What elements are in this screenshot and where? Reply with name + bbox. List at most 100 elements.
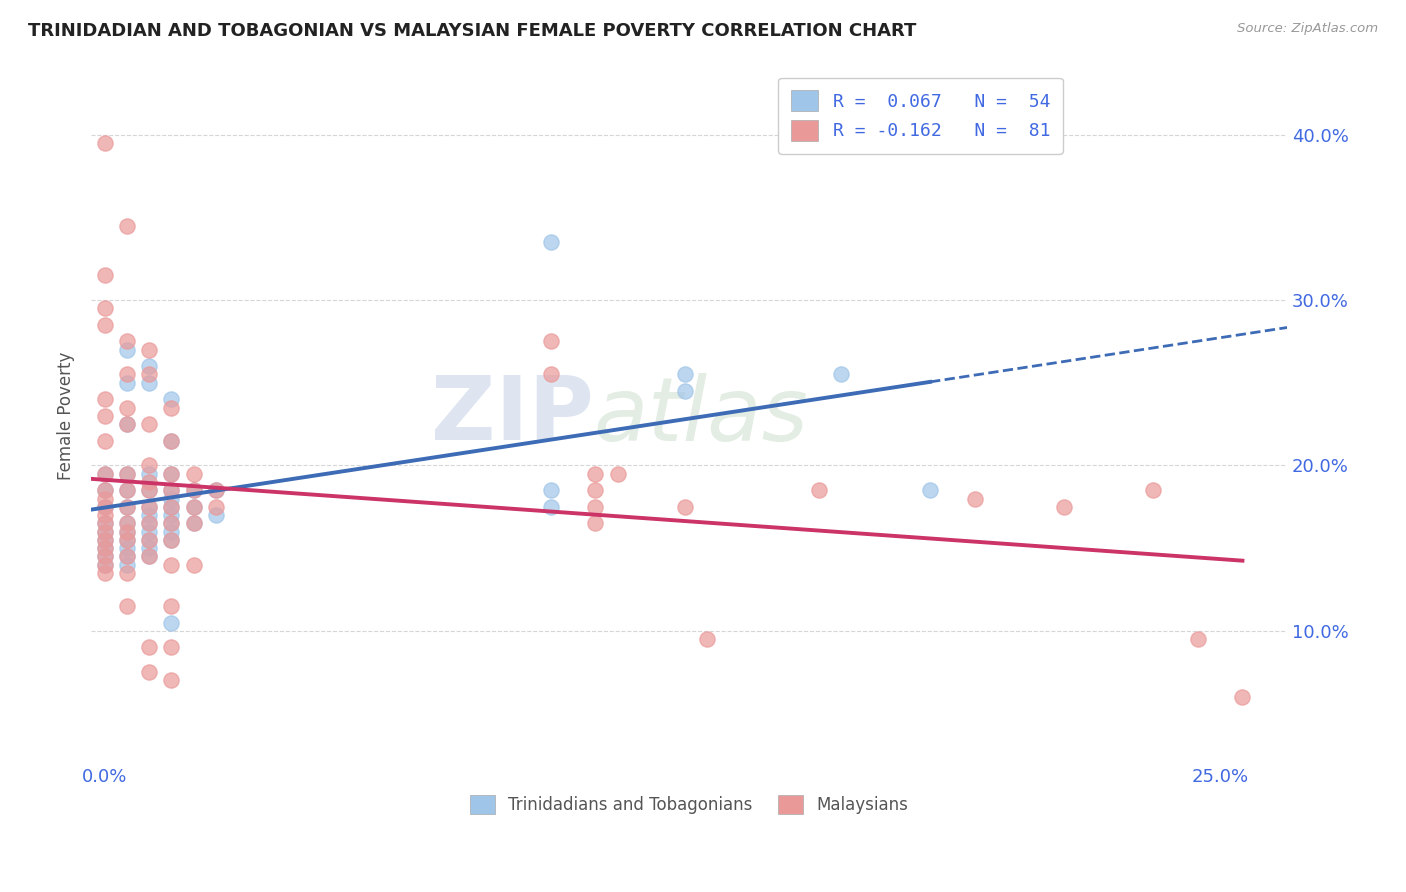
Point <box>93 533 115 547</box>
Point <box>183 500 205 514</box>
Point <box>583 500 606 514</box>
Point <box>696 632 718 646</box>
Point <box>138 549 160 564</box>
Point <box>540 235 562 249</box>
Point <box>115 533 138 547</box>
Point <box>673 368 696 382</box>
Point <box>920 483 942 498</box>
Point <box>138 417 160 431</box>
Point <box>183 516 205 531</box>
Point <box>115 516 138 531</box>
Point <box>115 500 138 514</box>
Point <box>138 524 160 539</box>
Point <box>115 368 138 382</box>
Point <box>93 558 115 572</box>
Point <box>115 334 138 349</box>
Point <box>115 541 138 555</box>
Point <box>160 533 183 547</box>
Point <box>183 483 205 498</box>
Point <box>115 343 138 357</box>
Point <box>138 508 160 522</box>
Point <box>540 483 562 498</box>
Point <box>160 401 183 415</box>
Point <box>115 467 138 481</box>
Point <box>115 533 138 547</box>
Point <box>138 376 160 390</box>
Point <box>93 392 115 407</box>
Point <box>138 533 160 547</box>
Text: Source: ZipAtlas.com: Source: ZipAtlas.com <box>1237 22 1378 36</box>
Point <box>673 384 696 398</box>
Point <box>138 458 160 473</box>
Point <box>160 615 183 630</box>
Point <box>183 516 205 531</box>
Point <box>93 508 115 522</box>
Point <box>160 483 183 498</box>
Point <box>115 549 138 564</box>
Point <box>138 483 160 498</box>
Point <box>93 524 115 539</box>
Point <box>205 483 228 498</box>
Point <box>160 392 183 407</box>
Point <box>540 500 562 514</box>
Point <box>540 334 562 349</box>
Point <box>138 549 160 564</box>
Point <box>1053 500 1076 514</box>
Point <box>115 558 138 572</box>
Point <box>138 516 160 531</box>
Point <box>160 434 183 448</box>
Point <box>183 483 205 498</box>
Point <box>93 500 115 514</box>
Point <box>93 491 115 506</box>
Point <box>583 467 606 481</box>
Point <box>93 467 115 481</box>
Point <box>160 524 183 539</box>
Point <box>115 483 138 498</box>
Y-axis label: Female Poverty: Female Poverty <box>58 351 75 480</box>
Point <box>160 434 183 448</box>
Point <box>115 599 138 613</box>
Point <box>183 558 205 572</box>
Point <box>93 467 115 481</box>
Legend: Trinidadians and Tobagonians, Malaysians: Trinidadians and Tobagonians, Malaysians <box>460 785 918 824</box>
Point <box>93 301 115 316</box>
Point <box>115 376 138 390</box>
Point <box>93 268 115 283</box>
Point <box>93 549 115 564</box>
Point <box>205 508 228 522</box>
Point <box>115 500 138 514</box>
Text: atlas: atlas <box>593 373 808 458</box>
Point <box>93 136 115 150</box>
Point <box>160 467 183 481</box>
Point <box>115 467 138 481</box>
Point <box>138 516 160 531</box>
Point <box>1187 632 1209 646</box>
Point <box>138 500 160 514</box>
Point <box>606 467 628 481</box>
Point <box>138 483 160 498</box>
Point <box>963 491 986 506</box>
Point <box>205 483 228 498</box>
Point <box>160 467 183 481</box>
Point <box>160 599 183 613</box>
Point <box>138 467 160 481</box>
Point <box>160 673 183 688</box>
Point <box>160 500 183 514</box>
Point <box>115 549 138 564</box>
Point <box>93 434 115 448</box>
Point <box>93 409 115 423</box>
Point <box>160 516 183 531</box>
Point <box>93 566 115 580</box>
Point <box>138 533 160 547</box>
Point <box>115 516 138 531</box>
Point <box>160 516 183 531</box>
Point <box>205 500 228 514</box>
Point <box>160 640 183 655</box>
Point <box>138 343 160 357</box>
Point <box>93 483 115 498</box>
Point <box>115 401 138 415</box>
Point <box>807 483 830 498</box>
Point <box>138 500 160 514</box>
Point <box>160 500 183 514</box>
Text: TRINIDADIAN AND TOBAGONIAN VS MALAYSIAN FEMALE POVERTY CORRELATION CHART: TRINIDADIAN AND TOBAGONIAN VS MALAYSIAN … <box>28 22 917 40</box>
